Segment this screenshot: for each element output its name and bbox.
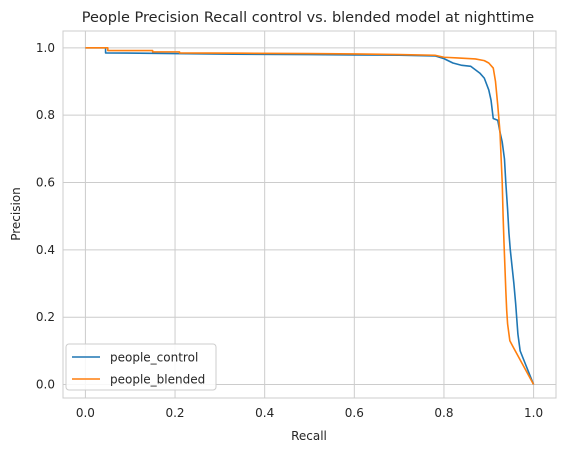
x-tick-label: 0.0 [76,406,95,420]
y-tick-label: 0.2 [36,310,55,324]
legend-label-blended: people_blended [110,373,205,387]
legend: people_control people_blended [65,343,217,391]
y-tick-label: 0.4 [36,243,55,257]
x-tick-label: 0.4 [255,406,274,420]
y-tick-label: 0.8 [36,108,55,122]
series-line-people-control [85,47,535,385]
x-tick-label: 0.6 [345,406,364,420]
x-tick-label: 1.0 [524,406,543,420]
plot-border [62,30,557,399]
series-lines [85,47,535,385]
legend-label-control: people_control [110,351,198,365]
series-line-people-blended [85,47,535,385]
legend-box [65,343,217,391]
x-tick-label: 0.2 [165,406,184,420]
y-axis-label: Precision [9,187,23,241]
y-tick-label: 0.6 [36,176,55,190]
y-tick-label: 1.0 [36,41,55,55]
chart-title: People Precision Recall control vs. blen… [82,10,535,26]
x-axis-label: Recall [291,429,327,443]
x-tick-labels: 0.0 0.2 0.4 0.6 0.8 1.0 [76,406,543,420]
x-tick-label: 0.8 [434,406,453,420]
plot-area [63,31,556,398]
y-tick-labels: 0.0 0.2 0.4 0.6 0.8 1.0 [36,41,55,392]
y-tick-label: 0.0 [36,378,55,392]
